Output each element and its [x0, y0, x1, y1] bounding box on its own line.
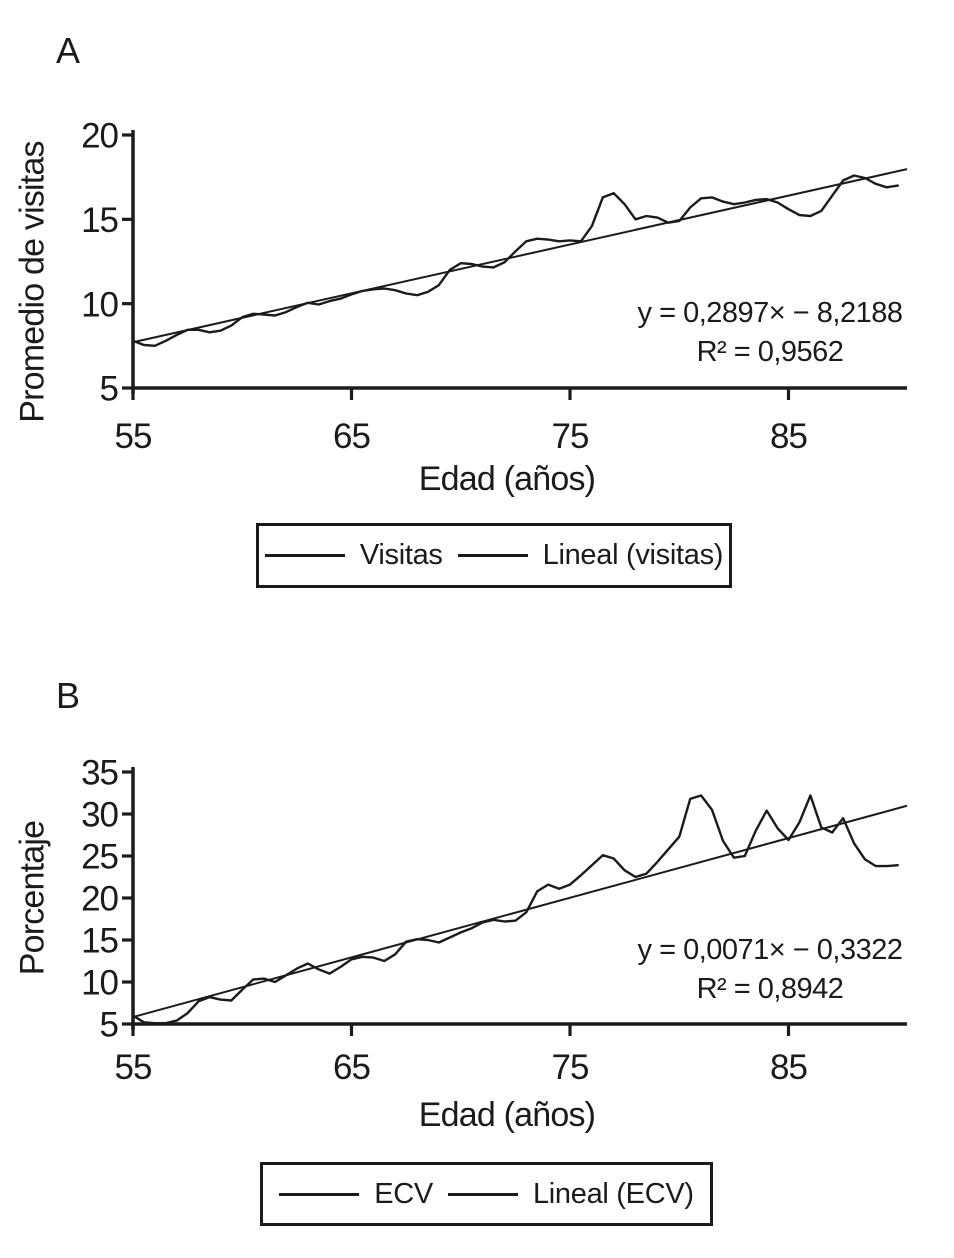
chart-a-annotation: y = 0,2897× − 8,2188 R² = 0,9562 — [620, 294, 920, 372]
y-tick-label: 30 — [81, 796, 118, 835]
chart-b-r-squared: R² = 0,8942 — [696, 973, 844, 1005]
legend-label-lineal-ecv: Lineal (ECV) — [532, 1177, 694, 1210]
visitas-line-swatch — [264, 554, 345, 557]
legend-label-lineal-visitas: Lineal (visitas) — [542, 539, 724, 571]
x-tick-label: 75 — [552, 417, 589, 456]
y-tick-label: 5 — [100, 1006, 118, 1045]
y-tick-label: 10 — [81, 964, 118, 1003]
series-line — [131, 174, 899, 347]
x-tick-label: 55 — [115, 1048, 152, 1087]
chart-b-legend: ECV Lineal (ECV) — [260, 1162, 713, 1226]
chart-a-r-squared: R² = 0,9562 — [696, 336, 844, 368]
trend-line — [132, 804, 908, 1018]
chart-a-plot: 5 10 15 20 55 65 75 85 — [81, 117, 908, 456]
x-tick-label: 85 — [770, 1048, 807, 1087]
x-tick-label: 75 — [552, 1048, 589, 1087]
y-tick-label: 15 — [81, 922, 118, 961]
panel-a-label: A — [56, 30, 81, 71]
chart-b-annotation: y = 0,0071× − 0,3322 R² = 0,8942 — [620, 931, 920, 1009]
series-line — [131, 794, 899, 1025]
chart-a-x-axis-title: Edad (años) — [418, 460, 596, 498]
y-tick-label: 5 — [100, 370, 118, 409]
chart-b-y-axis-title: Porcentaje — [13, 820, 52, 976]
x-tick-label: 65 — [333, 417, 370, 456]
lineal-ecv-line-swatch — [447, 1192, 518, 1196]
chart-b-x-axis-title: Edad (años) — [418, 1096, 596, 1134]
x-tick-label: 85 — [770, 417, 807, 456]
y-tick-label: 15 — [81, 201, 118, 240]
chart-a-y-axis-title: Promedio de visitas — [13, 141, 52, 423]
ecv-line-swatch — [279, 1192, 360, 1196]
y-tick-label: 20 — [81, 880, 118, 919]
x-tick-label: 55 — [115, 417, 152, 456]
chart-b-trend-equation: y = 0,0071× − 0,3322 — [637, 934, 903, 966]
y-tick-label: 10 — [81, 285, 118, 324]
legend-label-ecv: ECV — [374, 1177, 433, 1210]
chart-a-trend-equation: y = 0,2897× − 8,2188 — [637, 297, 903, 329]
x-tick-label: 65 — [333, 1048, 370, 1087]
panel-b-label: B — [56, 675, 81, 716]
legend-label-visitas: Visitas — [359, 539, 443, 571]
chart-a-legend: Visitas Lineal (visitas) — [256, 523, 732, 588]
y-tick-label: 35 — [81, 754, 118, 793]
y-tick-label: 25 — [81, 838, 118, 877]
lineal-visitas-line-swatch — [457, 554, 528, 557]
y-tick-label: 20 — [81, 117, 118, 156]
